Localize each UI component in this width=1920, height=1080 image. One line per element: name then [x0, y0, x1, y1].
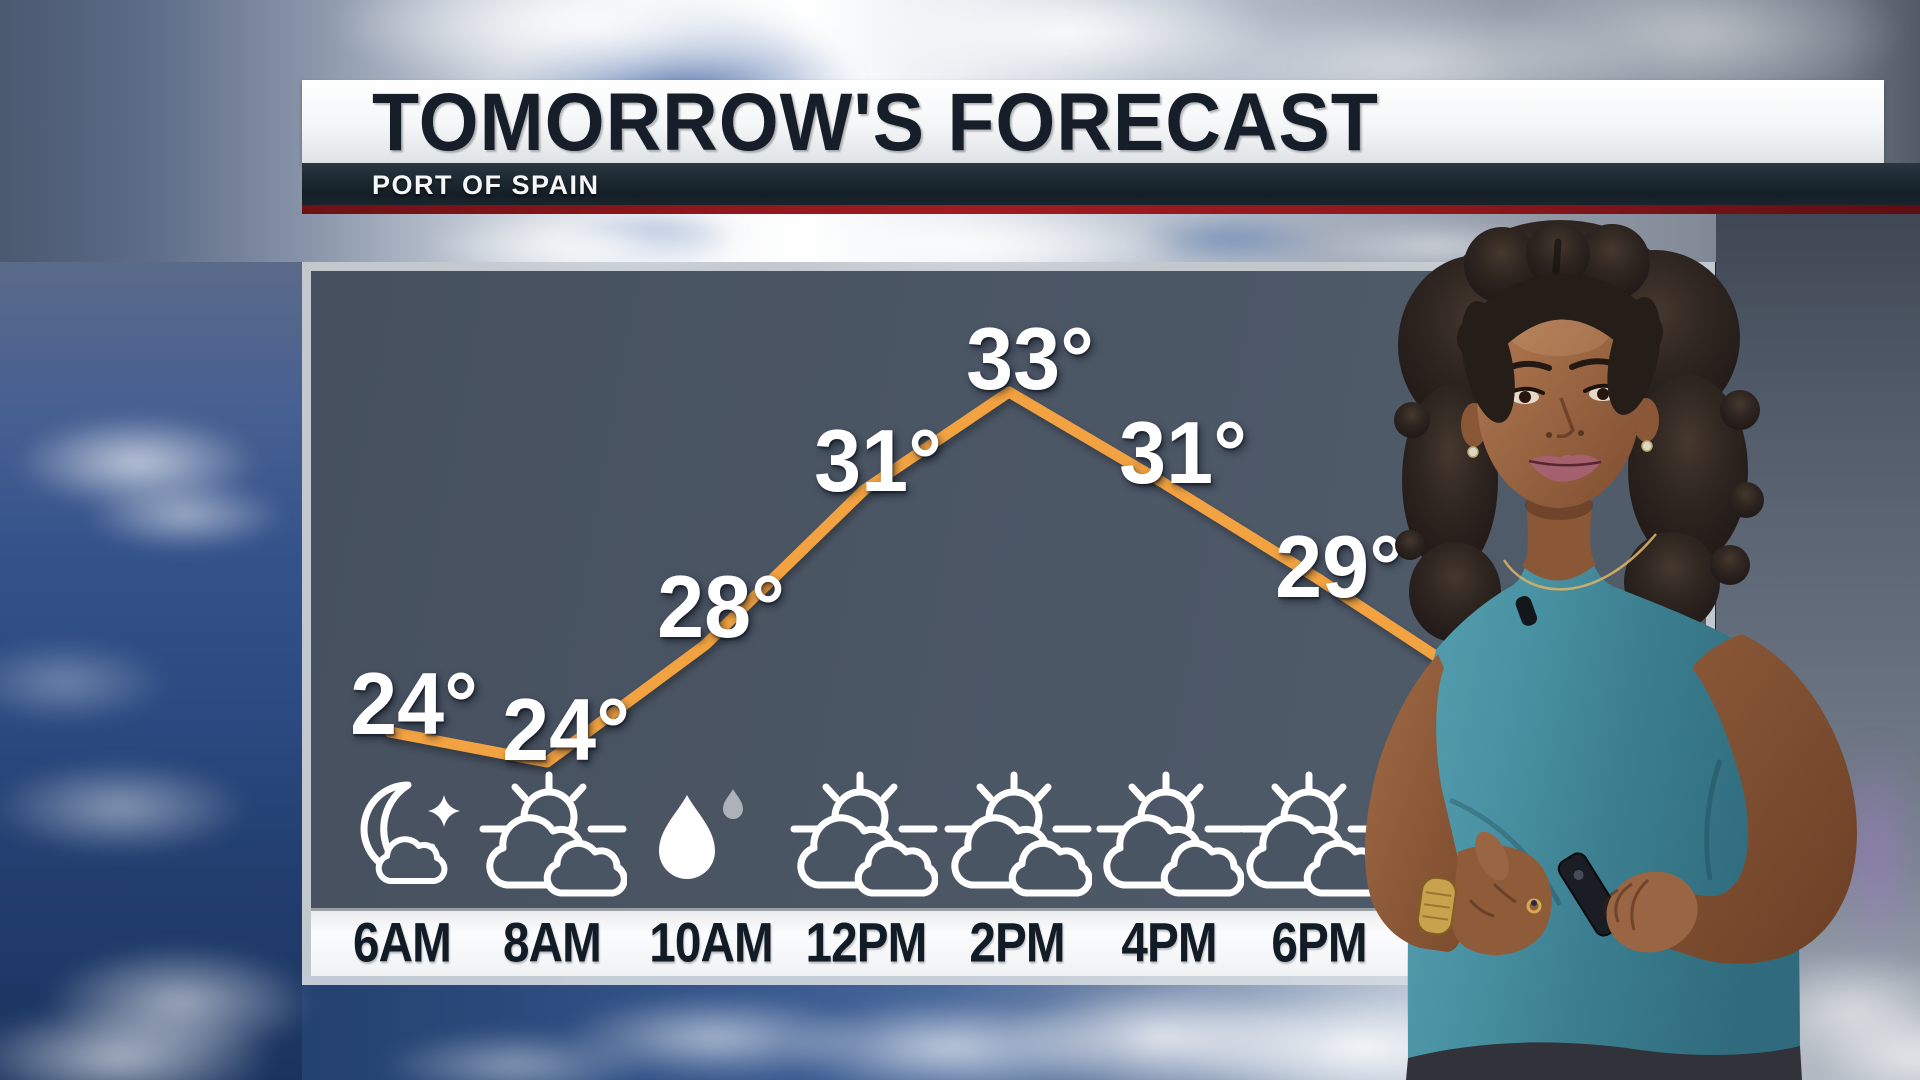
sun-behind-clouds-icon — [944, 771, 1092, 897]
sun-behind-clouds-icon — [1096, 771, 1244, 897]
gold-watch — [1416, 876, 1457, 936]
time-label-6am: 6AM — [353, 910, 452, 974]
presenter-neck — [1522, 492, 1596, 581]
sun-behind-clouds-icon — [479, 771, 627, 897]
raindrop-icon — [659, 789, 743, 879]
presenter-left-hand — [1603, 871, 1698, 953]
temp-label-4pm: 31° — [1119, 403, 1247, 502]
location-banner: PORT OF SPAIN — [302, 163, 1920, 205]
time-label-6pm: 6PM — [1271, 910, 1367, 974]
time-label-4pm: 4PM — [1121, 910, 1217, 974]
cloud — [0, 640, 170, 725]
knuckles — [1468, 882, 1517, 918]
temperature-line — [384, 386, 1466, 768]
temp-label-10am: 28° — [657, 557, 785, 656]
temp-label-8am: 24° — [502, 680, 630, 779]
page-title: TOMORROW'S FORECAST — [372, 77, 1379, 168]
temp-label-2pm: 33° — [966, 309, 1094, 408]
left-earring — [1467, 446, 1479, 458]
thumb — [1475, 831, 1509, 881]
ring — [1526, 898, 1542, 914]
cloud — [85, 480, 285, 550]
lavalier-microphone — [1515, 596, 1538, 626]
cloud — [0, 760, 250, 855]
presenter-right-hand — [1451, 845, 1552, 956]
temp-label-12pm: 31° — [814, 411, 942, 510]
time-label-8am: 8AM — [503, 910, 602, 974]
lips — [1529, 454, 1601, 482]
presenter-left-arm — [1626, 634, 1857, 964]
right-earring — [1641, 440, 1653, 452]
location-label: PORT OF SPAIN — [372, 170, 600, 200]
temp-label-6pm: 29° — [1275, 517, 1403, 616]
time-label-10am: 10AM — [649, 910, 773, 974]
time-label-2pm: 2PM — [969, 910, 1065, 974]
temp-label-6am: 24° — [350, 654, 478, 753]
sun-behind-clouds-icon — [790, 771, 938, 897]
presenter-skirt — [1406, 1042, 1802, 1080]
necklace — [1502, 533, 1657, 591]
sky-background-left — [0, 262, 302, 1080]
title-banner: TOMORROW'S FORECAST — [302, 77, 1884, 168]
moon-stars-cloud-icon — [360, 781, 460, 884]
red-accent-stripe — [302, 205, 1920, 214]
temperature-chart — [384, 386, 1466, 768]
presenter-face — [1461, 292, 1659, 508]
blouse-fold — [1704, 759, 1723, 881]
nose — [1556, 397, 1575, 439]
time-label-12pm: 12PM — [805, 910, 928, 974]
presenter-hair-fringe — [1457, 273, 1663, 423]
weather-presenter — [1364, 220, 1857, 1080]
